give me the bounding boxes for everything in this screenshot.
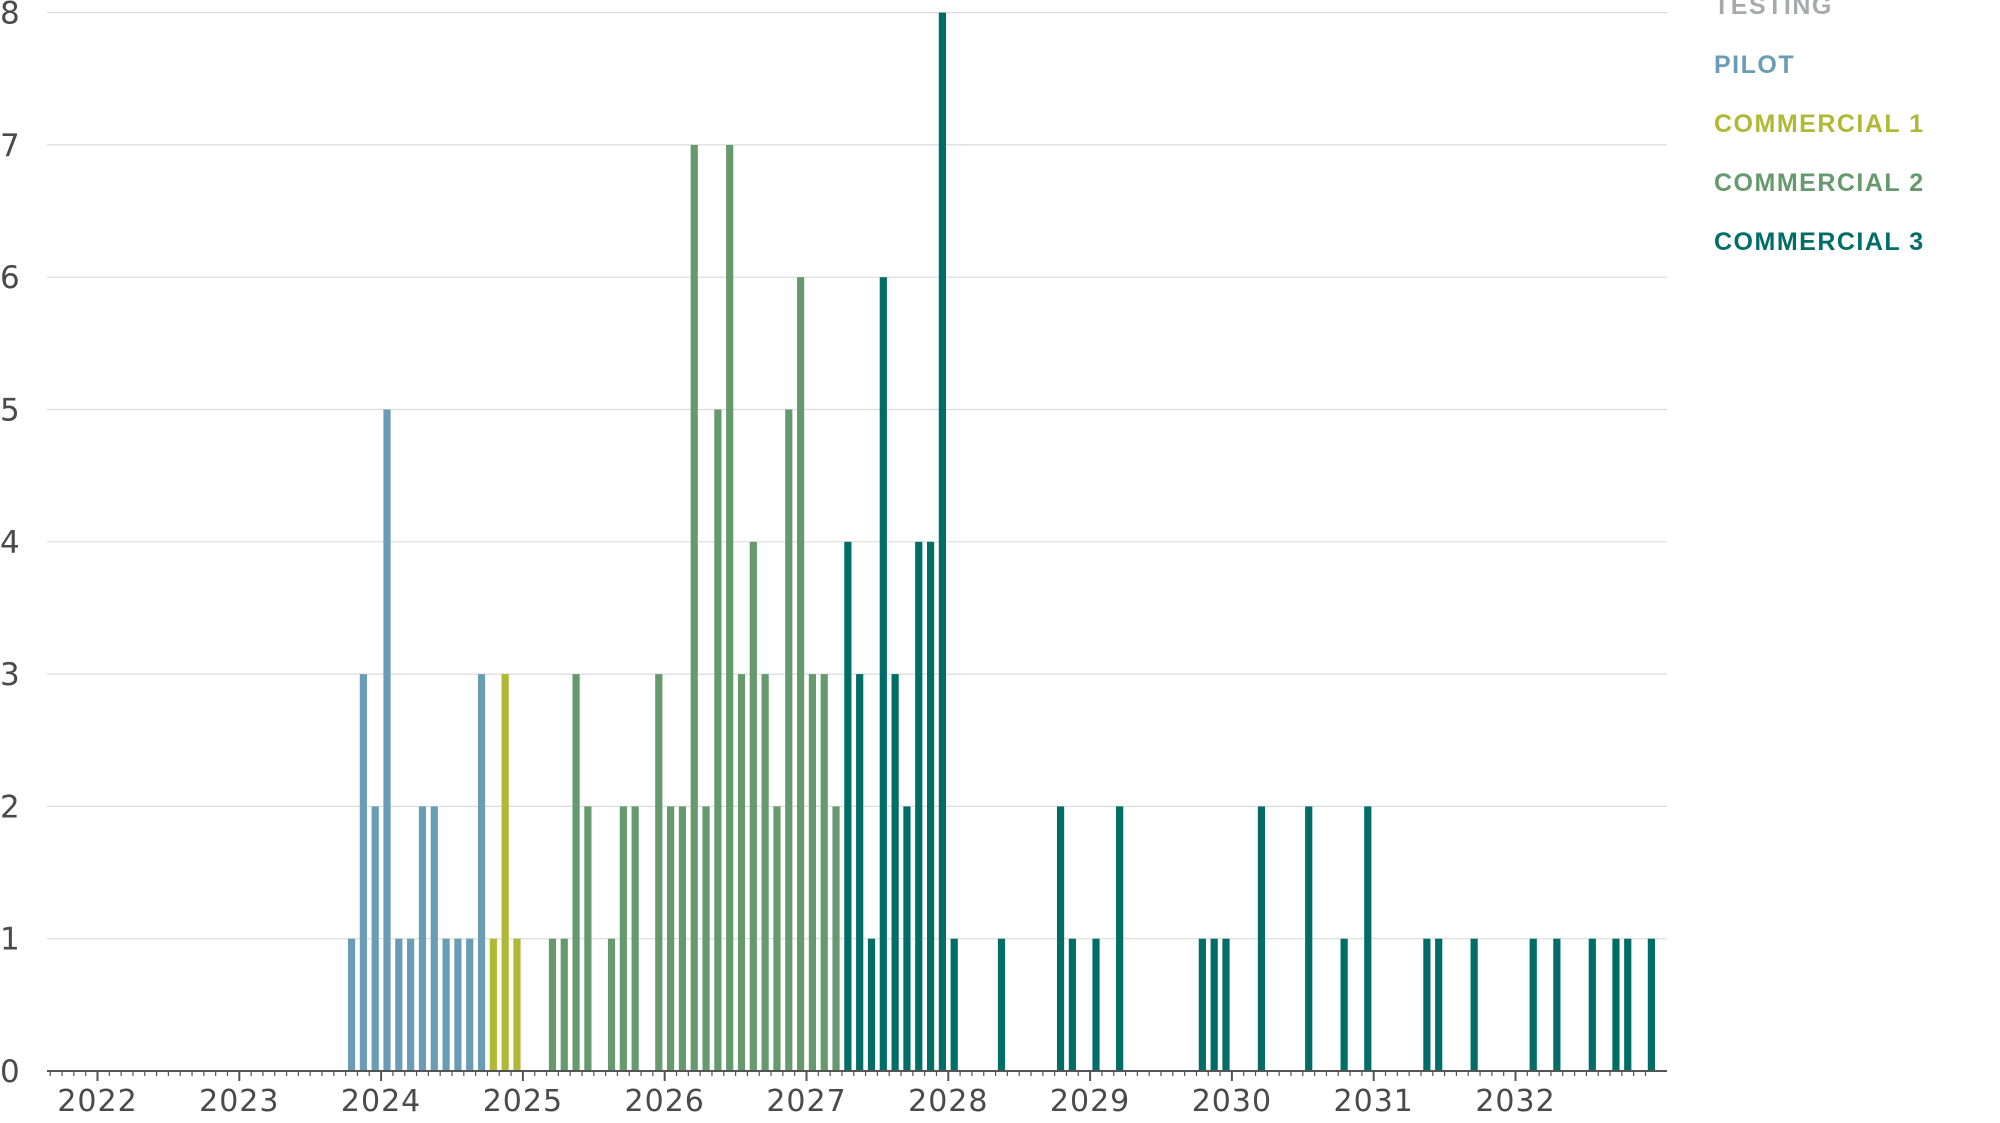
bar-commercial-2	[773, 806, 781, 1071]
bar-commercial-1	[501, 674, 509, 1071]
bar-commercial-3	[844, 541, 852, 1071]
y-tick-label: 8	[0, 0, 20, 32]
bar-commercial-2	[832, 806, 840, 1071]
bar-commercial-3	[997, 938, 1006, 1071]
bar-commercial-3	[1257, 806, 1266, 1071]
x-tick-label: 2026	[625, 1084, 705, 1119]
bar-commercial-3	[1092, 938, 1100, 1071]
bar-pilot	[418, 806, 427, 1071]
bars	[347, 12, 1655, 1072]
bar-commercial-2	[702, 806, 710, 1071]
bar-pilot	[454, 938, 462, 1071]
bar-commercial-2	[796, 277, 805, 1071]
bar-pilot	[383, 409, 391, 1071]
x-tick-label: 2025	[483, 1084, 563, 1119]
y-tick-label: 5	[0, 393, 20, 429]
legend-item-testing: TESTING	[1714, 0, 1833, 20]
x-tick-label: 2029	[1050, 1084, 1130, 1119]
bar-pilot	[430, 806, 438, 1071]
bar-commercial-3	[856, 674, 864, 1071]
bar-commercial-2	[572, 674, 580, 1071]
y-tick-label: 6	[0, 260, 20, 296]
x-axis: 2022 2023 2024 2025 2026 2027 2028 2029 2030 2031…	[47, 1070, 1667, 1119]
bar-commercial-3	[1056, 806, 1065, 1071]
bar-commercial-2	[548, 938, 557, 1071]
bar-commercial-1	[489, 938, 497, 1071]
legend-item-commercial-1: COMMERCIAL 1	[1714, 110, 1925, 138]
bar-commercial-2	[667, 806, 675, 1071]
x-tick-label: 2031	[1334, 1084, 1414, 1119]
bar-commercial-2	[655, 674, 663, 1071]
legend-item-pilot: PILOT	[1714, 51, 1796, 79]
bar-commercial-2	[690, 144, 698, 1071]
x-tick-label: 2023	[199, 1084, 279, 1119]
bar-commercial-2	[808, 674, 817, 1071]
bar-pilot	[407, 938, 415, 1071]
bar-commercial-2	[619, 806, 627, 1071]
bar-pilot	[466, 938, 474, 1071]
bar-commercial-3	[1588, 938, 1596, 1071]
bar-commercial-3	[1624, 938, 1632, 1071]
x-tick-label: 2022	[57, 1084, 137, 1119]
bar-commercial-3	[1068, 938, 1076, 1071]
bar-commercial-3	[915, 541, 923, 1071]
bar-commercial-3	[1647, 938, 1655, 1071]
y-tick-label: 4	[0, 525, 20, 561]
bar-commercial-3	[1305, 806, 1313, 1071]
bar-commercial-2	[785, 409, 793, 1071]
bar-commercial-3	[1529, 938, 1537, 1071]
bar-commercial-2	[678, 806, 687, 1071]
bar-commercial-3	[1198, 938, 1206, 1071]
y-tick-label: 3	[0, 657, 20, 693]
bar-commercial-3	[1435, 938, 1443, 1071]
bar-commercial-3	[1423, 938, 1431, 1071]
bar-commercial-3	[1553, 938, 1561, 1071]
x-tick-label: 2032	[1475, 1084, 1555, 1119]
bar-pilot	[395, 938, 403, 1071]
bar-commercial-3	[891, 674, 899, 1071]
x-tick-label: 2027	[766, 1084, 846, 1119]
bar-commercial-3	[867, 938, 876, 1071]
bar-commercial-3	[879, 277, 887, 1071]
bar-commercial-3	[1210, 938, 1218, 1071]
bar-commercial-3	[1612, 938, 1620, 1071]
bar-commercial-3	[950, 938, 958, 1071]
bar-commercial-3	[938, 12, 946, 1072]
x-tick-label: 2024	[341, 1084, 421, 1119]
bar-commercial-3	[1222, 938, 1230, 1071]
x-tick-label: 2030	[1192, 1084, 1272, 1119]
bar-commercial-3	[1116, 806, 1124, 1071]
bar-commercial-2	[607, 938, 616, 1071]
bar-commercial-3	[926, 541, 935, 1071]
bar-commercial-2	[714, 409, 722, 1071]
bar-commercial-2	[737, 674, 746, 1071]
y-tick-label: 7	[0, 128, 20, 164]
bar-pilot	[442, 938, 450, 1071]
legend-item-commercial-2: COMMERCIAL 2	[1714, 169, 1925, 197]
bar-commercial-2	[749, 541, 757, 1071]
bar-commercial-2	[726, 144, 734, 1071]
bar-commercial-2	[584, 806, 592, 1071]
y-tick-label: 1	[0, 922, 20, 958]
x-tick-label: 2028	[908, 1084, 988, 1119]
bar-commercial-3	[1470, 938, 1478, 1071]
bar-pilot	[347, 938, 356, 1071]
bar-commercial-2	[820, 674, 828, 1071]
y-tick-label: 2	[0, 789, 20, 825]
bar-commercial-2	[560, 938, 568, 1071]
bar-commercial-3	[903, 806, 911, 1071]
y-tick-label: 0	[0, 1054, 20, 1090]
bar-commercial-1	[513, 938, 521, 1071]
bar-pilot	[477, 674, 486, 1071]
y-axis: 0 1 2 3 4 5 6 7 8	[0, 0, 20, 1090]
bar-commercial-2	[631, 806, 639, 1071]
bar-commercial-3	[1364, 806, 1372, 1071]
bar-commercial-3	[1340, 938, 1348, 1071]
bar-pilot	[371, 806, 379, 1071]
bar-pilot	[359, 674, 367, 1071]
bar-commercial-2	[761, 674, 769, 1071]
legend-item-commercial-3: COMMERCIAL 3	[1714, 228, 1925, 256]
